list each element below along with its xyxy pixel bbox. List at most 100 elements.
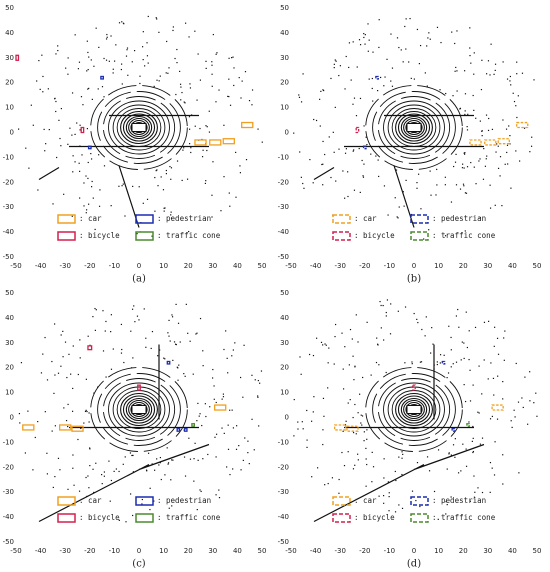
lidar-point: [83, 182, 85, 184]
lidar-point: [193, 480, 195, 482]
lidar-point: [308, 353, 311, 356]
lidar-point: [112, 348, 114, 350]
x-tick-label: 30: [483, 262, 492, 270]
lidar-point: [93, 65, 95, 67]
lidar-point: [341, 332, 343, 334]
y-tick-label: 0: [10, 414, 14, 422]
lidar-point: [362, 376, 364, 379]
lidar-point: [170, 167, 173, 169]
lidar-point: [65, 67, 67, 69]
lidar-point: [196, 420, 198, 422]
lidar-point: [420, 361, 423, 363]
lidar-point: [473, 73, 475, 75]
lidar-point: [363, 431, 365, 433]
lidar-point: [486, 155, 488, 157]
lidar-point: [411, 490, 414, 492]
lidar-point: [72, 171, 74, 173]
lidar-point: [247, 452, 249, 454]
lidar-point: [483, 321, 486, 323]
lidar-point: [451, 31, 453, 33]
lidar-point: [430, 352, 432, 354]
lidar-point: [205, 60, 207, 62]
lidar-point: [509, 143, 511, 145]
lidar-point: [516, 73, 518, 75]
lidar-point: [405, 179, 407, 181]
y-tick-label: 50: [280, 4, 289, 12]
lidar-point: [456, 90, 458, 92]
lidar-point: [465, 192, 468, 194]
lidar-point: [79, 129, 81, 131]
x-tick-label: -30: [334, 547, 345, 555]
lidar-point: [121, 185, 123, 187]
lidar-point: [129, 493, 132, 495]
lidar-point: [205, 125, 207, 127]
lidar-point: [433, 364, 435, 366]
lidar-point: [354, 365, 356, 367]
ego-vehicle: [406, 123, 422, 132]
lidar-point: [401, 473, 403, 476]
lidar-point: [404, 306, 407, 308]
lidar-point: [87, 161, 89, 164]
lidar-point: [88, 56, 90, 58]
lidar-point: [232, 349, 234, 351]
lidar-point: [125, 521, 127, 523]
lidar-point: [445, 513, 447, 515]
lidar-point: [163, 210, 165, 212]
lidar-point: [511, 426, 513, 429]
lidar-ring: [387, 386, 441, 433]
lidar-point: [102, 310, 104, 312]
lidar-point: [488, 117, 490, 120]
lidar-point: [184, 102, 186, 104]
lidar-point: [20, 362, 23, 364]
lidar-point: [515, 362, 517, 365]
lidar-point: [523, 127, 526, 129]
lidar-ring: [405, 119, 423, 136]
lidar-point: [179, 83, 182, 85]
lidar-point: [93, 491, 95, 494]
lidar-point: [142, 202, 144, 204]
lidar-point: [86, 70, 88, 72]
lidar-point: [131, 454, 133, 457]
ego-vehicle: [131, 405, 147, 414]
x-tick-label: -50: [285, 547, 296, 555]
lidar-point: [234, 342, 236, 344]
lidar-point: [91, 180, 93, 183]
lidar-point: [313, 396, 315, 398]
lidar-point: [25, 147, 27, 149]
lidar-point: [178, 364, 180, 366]
lidar-point: [339, 65, 341, 67]
lidar-point: [429, 170, 431, 172]
lidar-point: [103, 165, 106, 167]
lidar-point: [90, 158, 93, 160]
lidar-point: [403, 205, 405, 207]
lidar-point: [183, 101, 185, 103]
lidar-point: [470, 161, 472, 164]
lidar-point: [335, 180, 337, 182]
lidar-point: [494, 63, 497, 65]
lidar-point: [505, 128, 508, 130]
x-tick-label: 50: [533, 262, 542, 270]
lidar-point: [482, 178, 485, 180]
lidar-point: [364, 43, 366, 45]
lidar-point: [504, 163, 506, 165]
lidar-point: [166, 40, 168, 43]
lidar-point: [396, 37, 399, 39]
lidar-point: [30, 104, 32, 106]
y-tick-label: 30: [5, 339, 14, 347]
lidar-point: [467, 113, 469, 115]
lidar-point: [348, 66, 350, 69]
y-tick-label: -30: [278, 488, 289, 496]
lidar-point: [184, 375, 186, 377]
lidar-point: [443, 354, 445, 356]
lidar-point: [446, 377, 448, 379]
lidar-point: [240, 97, 242, 99]
lidar-point: [233, 84, 235, 87]
legend-swatch: [410, 513, 429, 523]
lidar-point: [473, 166, 475, 168]
lidar-point: [226, 357, 228, 359]
x-tick-label: -10: [109, 547, 120, 555]
lidar-point: [338, 148, 340, 150]
lidar-point: [425, 316, 427, 318]
lidar-point: [418, 63, 420, 65]
legend-label: : pedestrian: [432, 496, 486, 505]
